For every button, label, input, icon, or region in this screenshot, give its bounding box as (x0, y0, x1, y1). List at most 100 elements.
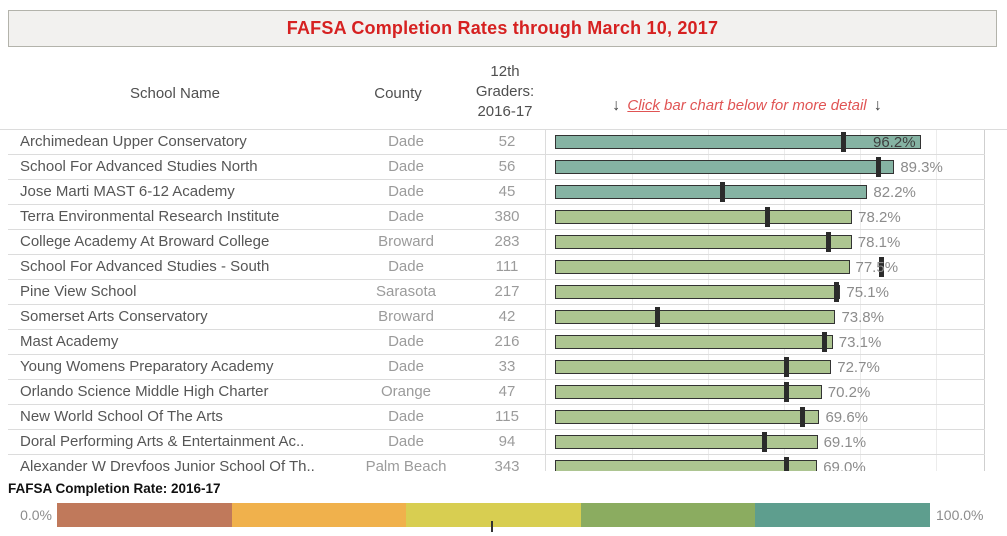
reference-tick (799, 407, 805, 427)
school-name: Mast Academy (20, 333, 119, 350)
page-title: FAFSA Completion Rates through March 10,… (286, 18, 719, 38)
legend-midpoint-tick (490, 521, 493, 532)
graders-count: 380 (494, 208, 520, 225)
school-table: Archimedean Upper Conservatory Dade 52 9… (0, 129, 1007, 471)
graders-count: 42 (498, 308, 516, 325)
school-name: Somerset Arts Conservatory (20, 308, 208, 325)
legend-min-label: 0.0% (20, 507, 52, 523)
county-name: Orange (380, 383, 432, 400)
completion-pct-label: 73.8% (841, 309, 884, 326)
graders-count: 56 (498, 158, 516, 175)
completion-pct-label: 78.2% (858, 209, 901, 226)
legend-band (580, 503, 756, 527)
county-name: Dade (388, 158, 424, 175)
county-name: Dade (388, 258, 424, 275)
completion-bar[interactable] (555, 385, 822, 399)
completion-bar[interactable] (555, 435, 818, 449)
completion-bar[interactable] (555, 235, 852, 249)
county-name: Dade (388, 183, 424, 200)
legend-max-label: 100.0% (936, 507, 984, 523)
bar-cell: 73.1% (545, 330, 985, 355)
legend-title: FAFSA Completion Rate: 2016-17 (8, 481, 221, 496)
graders-header-line2: Graders: (475, 83, 535, 100)
completion-pct-label: 70.2% (827, 384, 871, 401)
gridline (784, 130, 785, 471)
county-name: Dade (388, 133, 424, 150)
school-name: Terra Environmental Research Institute (20, 208, 280, 225)
click-word: Click (627, 97, 660, 114)
completion-bar[interactable] (555, 260, 850, 274)
completion-bar[interactable] (555, 310, 836, 324)
reference-tick (784, 357, 790, 377)
table-row: New World School Of The Arts Dade 115 69… (8, 405, 985, 430)
bar-cell: 89.3% (545, 155, 985, 180)
completion-bar[interactable] (555, 360, 832, 374)
completion-pct-label: 69.0% (823, 459, 866, 471)
bar-chart-panel (545, 130, 985, 471)
reference-tick (879, 257, 885, 277)
table-row: Archimedean Upper Conservatory Dade 52 9… (8, 130, 985, 155)
bar-cell: 72.7% (545, 355, 985, 380)
table-row: School For Advanced Studies North Dade 5… (8, 155, 985, 180)
reference-tick (784, 382, 790, 402)
completion-bar[interactable] (555, 185, 868, 199)
graders-header-line3: 2016-17 (477, 103, 533, 120)
graders-count: 45 (498, 183, 516, 200)
county-name: Dade (388, 358, 424, 375)
completion-bar[interactable] (555, 460, 818, 471)
graders-count: 343 (494, 458, 520, 471)
county-name: Dade (388, 433, 424, 450)
graders-count: 115 (495, 408, 519, 425)
gridline (936, 130, 937, 471)
column-header-county: County (374, 85, 422, 102)
completion-pct-label: 96.2% (873, 134, 916, 151)
completion-bar[interactable] (555, 135, 921, 149)
completion-bar[interactable] (555, 210, 853, 224)
bar-cell: 69.0% (545, 455, 985, 471)
table-row: Alexander W Dreyfoos Junior School Of Th… (8, 455, 985, 471)
table-row: College Academy At Broward College Browa… (8, 230, 985, 255)
school-name: Alexander W Dreyfoos Junior School Of Th… (20, 458, 315, 471)
school-name: School For Advanced Studies North (20, 158, 258, 175)
bar-cell: 78.1% (545, 230, 985, 255)
table-row: Pine View School Sarasota 217 75.1% (8, 280, 985, 305)
legend-band (231, 503, 407, 527)
reference-tick (833, 282, 839, 302)
bar-cell: 96.2% (545, 130, 985, 155)
reference-tick (841, 132, 847, 152)
completion-pct-label: 77.5% (855, 259, 899, 276)
graders-count: 216 (494, 333, 520, 350)
graders-count: 47 (498, 383, 516, 400)
gridline (708, 130, 709, 471)
completion-bar[interactable] (555, 160, 895, 174)
column-header-12th-graders: 12th Graders: 2016-17 (450, 62, 560, 122)
down-arrow-icon: ↓ (873, 97, 882, 114)
completion-bar[interactable] (555, 410, 820, 424)
county-name: Palm Beach (365, 458, 447, 471)
graders-count: 94 (498, 433, 516, 450)
county-name: Broward (378, 308, 434, 325)
school-name: New World School Of The Arts (20, 408, 223, 425)
completion-pct-label: 69.1% (823, 434, 867, 451)
reference-tick (875, 157, 881, 177)
completion-pct-label: 89.3% (900, 159, 943, 176)
bar-cell: 78.2% (545, 205, 985, 230)
county-name: Dade (388, 208, 424, 225)
reference-tick (719, 182, 725, 202)
table-row: Young Womens Preparatory Academy Dade 33… (8, 355, 985, 380)
title-banner: FAFSA Completion Rates through March 10,… (8, 10, 997, 47)
table-row: Orlando Science Middle High Charter Oran… (8, 380, 985, 405)
reference-tick (655, 307, 661, 327)
completion-bar[interactable] (555, 285, 841, 299)
completion-pct-label: 82.2% (873, 184, 916, 201)
completion-pct-label: 72.7% (837, 359, 880, 376)
legend-band (406, 503, 581, 527)
table-row: Terra Environmental Research Institute D… (8, 205, 985, 230)
instruction-text: bar chart below for more detail (664, 97, 867, 114)
bar-cell: 75.1% (545, 280, 985, 305)
bar-cell: 70.2% (545, 380, 985, 405)
completion-pct-label: 78.1% (857, 234, 901, 251)
completion-bar[interactable] (555, 335, 833, 349)
gridline (632, 130, 633, 471)
bar-cell: 69.1% (545, 430, 985, 455)
